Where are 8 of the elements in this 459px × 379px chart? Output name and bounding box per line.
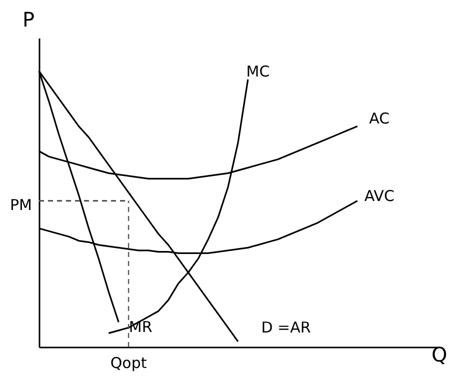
series-label: MC: [246, 62, 270, 80]
series-label: D =AR: [261, 318, 311, 336]
text: Qopt: [110, 354, 147, 372]
series-label: AVC: [364, 186, 394, 205]
series-label: AC: [369, 109, 390, 128]
text: PM: [10, 196, 32, 214]
y-axis-title: P: [22, 8, 34, 32]
x-axis-title: Q: [432, 342, 448, 366]
